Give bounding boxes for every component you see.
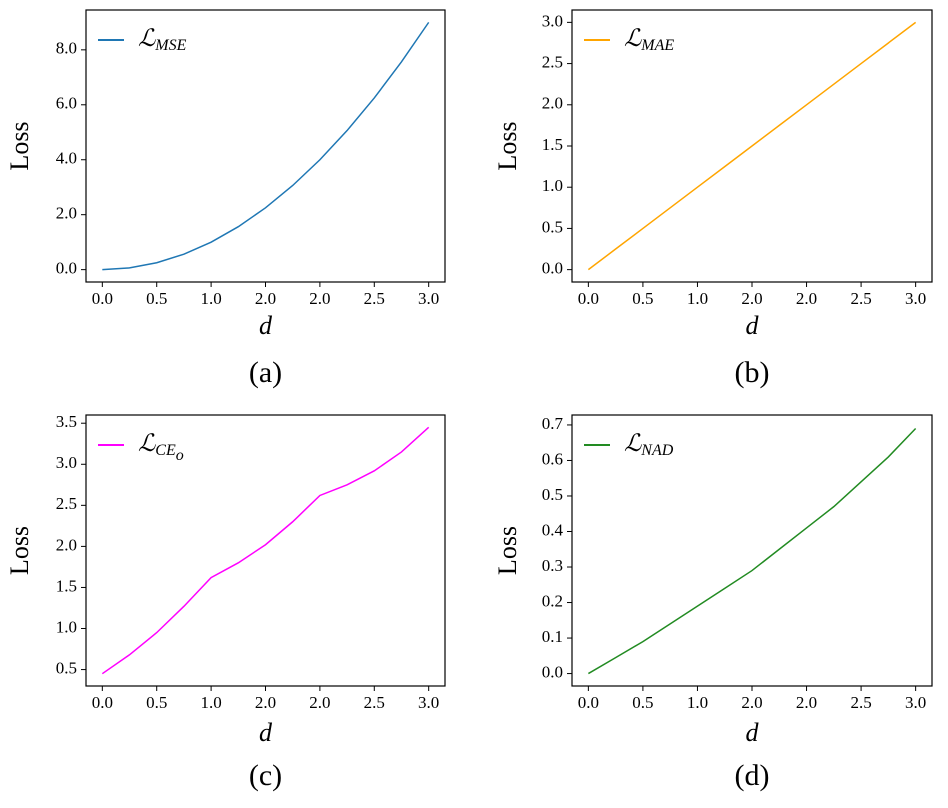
legend-symbol: ℒ	[624, 26, 642, 52]
subplot: 0.0 0.5 1.0 2.0 2.0 2.5 3.0 0.0 2.0 4.0 6.0 8.0 d Los…	[5, 9, 446, 389]
x-tick-label: 2.0	[741, 693, 762, 712]
y-tick-label: 0.4	[542, 520, 564, 539]
legend-symbol: ℒ	[138, 26, 156, 52]
x-tick-label: 2.0	[796, 289, 817, 308]
x-tick-label: 2.5	[364, 289, 385, 308]
x-tick-label: 2.5	[850, 693, 871, 712]
caption: (d)	[735, 759, 770, 792]
y-tick-label: 6.0	[56, 94, 77, 113]
y-tick-label: 0.0	[56, 259, 77, 278]
x-tick-label: 2.5	[364, 693, 385, 712]
legend-entry: ℒMSE	[138, 26, 187, 54]
x-tick-label: 0.5	[146, 693, 167, 712]
y-tick-label: 1.5	[56, 576, 77, 595]
y-tick-label: 4.0	[56, 149, 77, 168]
x-tick-label: 1.0	[687, 693, 708, 712]
legend-subscript: NAD	[640, 442, 673, 459]
y-tick-label: 2.5	[56, 494, 77, 513]
x-tick-label: 2.0	[255, 289, 276, 308]
subplot: 0.0 0.5 1.0 2.0 2.0 2.5 3.0 0.5 1.0 1.5 2.0 2.5 3.0 3…	[5, 412, 446, 792]
x-tick-label: 0.0	[92, 289, 113, 308]
y-tick-label: 0.0	[542, 662, 563, 681]
x-tick-label: 0.5	[632, 693, 653, 712]
x-tick-label: 2.0	[741, 289, 762, 308]
legend-entry: ℒMAE	[624, 26, 674, 54]
y-axis-label: Loss	[5, 526, 34, 575]
y-tick-label: 3.0	[56, 453, 77, 472]
y-tick-label: 1.0	[56, 617, 77, 636]
y-tick-label: 3.0	[542, 11, 563, 30]
legend-subsubscript: o	[176, 447, 184, 464]
y-tick-label: 8.0	[56, 39, 77, 58]
y-tick-label: 0.5	[56, 658, 77, 677]
y-tick-label: 1.5	[542, 135, 563, 154]
y-tick-label: 0.2	[542, 591, 563, 610]
x-axis-label: d	[259, 718, 273, 747]
y-tick-label: 3.5	[56, 412, 77, 431]
x-tick-label: 0.5	[632, 289, 653, 308]
x-tick-label: 2.0	[309, 693, 330, 712]
x-tick-label: 0.0	[578, 693, 599, 712]
y-tick-label: 0.5	[542, 485, 563, 504]
y-tick-label: 2.5	[542, 52, 563, 71]
x-tick-label: 3.0	[905, 693, 926, 712]
x-tick-label: 3.0	[418, 693, 439, 712]
x-tick-label: 1.0	[200, 693, 221, 712]
line-series	[101, 426, 430, 675]
y-tick-label: 0.1	[542, 627, 563, 646]
y-tick-label: 0.7	[542, 414, 564, 433]
legend-entry: ℒCEo	[138, 431, 184, 464]
legend-subscript: CE	[155, 442, 176, 459]
y-axis-label: Loss	[493, 121, 522, 170]
x-tick-label: 0.0	[578, 289, 599, 308]
subplot: 0.0 0.5 1.0 2.0 2.0 2.5 3.0 0.0 0.5 1.0 1.5 2.0 2.5 3…	[493, 9, 933, 389]
x-tick-label: 2.5	[850, 289, 871, 308]
legend-entry: ℒNAD	[624, 431, 674, 459]
x-tick-label: 0.0	[92, 693, 113, 712]
y-axis-label: Loss	[5, 121, 34, 170]
line-series	[587, 21, 917, 271]
y-tick-label: 1.0	[542, 176, 563, 195]
y-tick-label: 2.0	[56, 204, 77, 223]
line-series	[587, 427, 917, 675]
legend-symbol: ℒ	[624, 431, 642, 457]
y-tick-label: 0.3	[542, 556, 563, 575]
caption: (a)	[249, 356, 282, 389]
x-tick-label: 1.0	[687, 289, 708, 308]
x-tick-label: 1.0	[200, 289, 221, 308]
x-tick-label: 0.5	[146, 289, 167, 308]
x-axis-label: d	[746, 311, 760, 340]
y-tick-label: 0.0	[542, 259, 563, 278]
y-tick-label: 2.0	[542, 94, 563, 113]
y-axis-label: Loss	[493, 526, 522, 575]
caption: (c)	[249, 759, 282, 792]
x-axis-label: d	[746, 718, 760, 747]
x-tick-label: 2.0	[255, 693, 276, 712]
x-tick-label: 3.0	[418, 289, 439, 308]
line-series	[102, 21, 430, 271]
legend-subscript: MAE	[640, 37, 674, 54]
x-axis-label: d	[259, 311, 273, 340]
y-tick-label: 0.5	[542, 217, 563, 236]
legend-symbol: ℒ	[138, 431, 156, 457]
x-tick-label: 2.0	[796, 693, 817, 712]
y-tick-label: 2.0	[56, 535, 77, 554]
legend-subscript: MSE	[154, 37, 186, 54]
y-tick-label: 0.6	[542, 449, 563, 468]
subplot: 0.0 0.5 1.0 2.0 2.0 2.5 3.0 0.0 0.1 0.2 0.3 0.4 0.5 0…	[493, 414, 933, 792]
caption: (b)	[735, 356, 770, 389]
x-tick-label: 2.0	[309, 289, 330, 308]
x-tick-label: 3.0	[905, 289, 926, 308]
